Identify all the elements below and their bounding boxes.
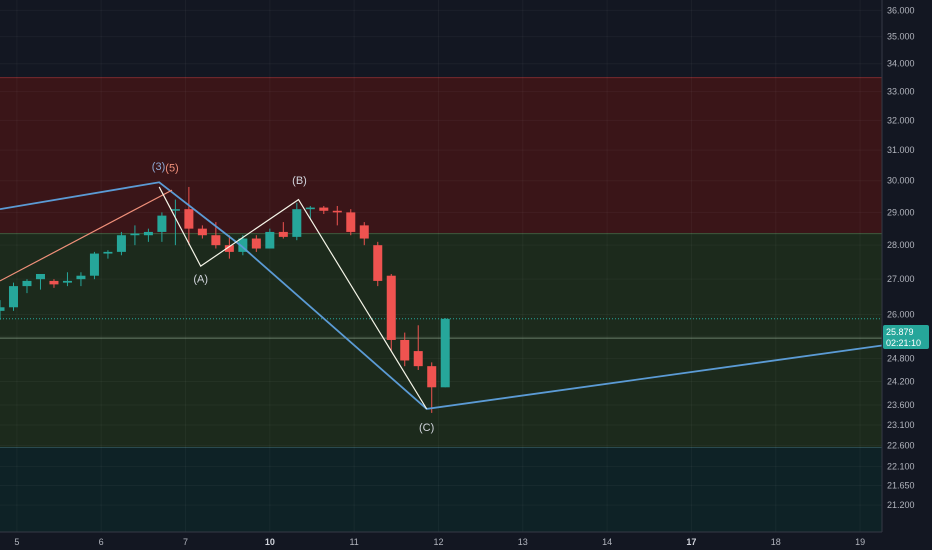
wave-labels-layer: (3) (5) (A) (B) (C) [152,161,435,434]
candle-body [0,307,5,311]
price-tick-label: 23.100 [887,420,915,430]
price-tick-label: 33.000 [887,87,915,97]
candle-body [238,238,248,252]
candle-body [89,253,99,276]
price-tick-label: 22.600 [887,440,915,450]
price-axis-background [882,0,932,532]
price-tick-label: 34.000 [887,59,915,69]
time-tick-label: 18 [771,537,781,547]
zone-lower [0,447,882,532]
candle-body [197,228,207,236]
candle-body [143,231,153,236]
zones-layer [0,77,882,532]
candle-body [265,231,275,249]
candle-body [292,209,302,237]
price-tick-label: 29.000 [887,207,915,217]
candle-body [22,280,32,287]
candle-body [130,233,140,236]
time-tick-label: 5 [14,537,19,547]
candle-body [319,207,329,211]
price-tick-label: 26.000 [887,309,915,319]
price-tick-label: 23.600 [887,400,915,410]
candle-body [427,366,437,388]
last-price-badge-bg [883,325,929,349]
last-price-value: 25.879 [886,327,914,337]
candle-body [8,286,18,308]
price-tick-label: 27.000 [887,274,915,284]
price-axis[interactable]: 36.000 35.000 34.000 33.000 32.000 31.000 30.0… [881,0,932,532]
candle-body [413,351,423,367]
price-tick-label: 28.000 [887,240,915,250]
candle-body [251,238,261,249]
time-tick-label: 6 [99,537,104,547]
candle-body [103,251,113,254]
wave-line-orange-minor[interactable] [0,189,173,282]
time-tick-label: 17 [686,537,696,547]
price-tick-label: 22.100 [887,461,915,471]
wave-label: (B) [292,175,307,187]
wave-label: (C) [419,422,434,434]
price-tick-label: 31.000 [887,145,915,155]
price-tick-label: 24.200 [887,376,915,386]
time-tick-label: 10 [265,537,275,547]
price-tick-label: 35.000 [887,32,915,42]
price-tick-label: 21.650 [887,481,915,491]
candle-body [157,215,167,232]
candle-body [184,209,194,229]
time-tick-label: 7 [183,537,188,547]
candle-body [116,235,126,252]
candle-body [346,212,356,232]
time-tick-label: 19 [855,537,865,547]
price-tick-label: 32.000 [887,115,915,125]
candle-body [305,207,315,210]
candle-body [278,231,288,237]
candle-body [170,209,180,211]
wave-line-blue-primary[interactable] [0,181,883,410]
price-tick-label: 24.800 [887,354,915,364]
candle-body [359,225,369,239]
wave-label: (5) [165,162,178,174]
wave-line-white-abc[interactable] [158,186,428,410]
candle-body [35,273,45,280]
candle-body [62,280,72,283]
candle-body [332,210,342,213]
candle-body [224,245,234,252]
price-tick-label: 21.200 [887,500,915,510]
time-tick-label: 11 [349,537,358,547]
candles-layer [0,186,450,413]
price-tick-label: 30.000 [887,176,915,186]
price-tick-label: 36.000 [887,5,915,15]
time-tick-label: 14 [602,537,612,547]
countdown-timer: 02:21:10 [886,338,921,348]
candle-body [76,275,86,280]
time-tick-label: 13 [518,537,528,547]
wave-lines-layer [0,181,883,410]
zone-resistance [0,77,882,234]
last-price-badge: 25.879 02:21:10 [883,325,929,349]
time-tick-label: 12 [433,537,443,547]
candle-body [373,245,383,281]
candle-body [400,339,410,361]
grid-layer [0,0,882,532]
time-axis-background [0,532,932,550]
candle-body [440,318,450,388]
candle-body [211,235,221,246]
candle-body [49,280,59,285]
wave-label: (3) [152,161,165,173]
wave-label: (A) [193,274,208,286]
time-axis[interactable]: 5 6 7 10 11 12 13 14 17 18 19 [0,531,932,550]
candle-body [386,275,396,340]
